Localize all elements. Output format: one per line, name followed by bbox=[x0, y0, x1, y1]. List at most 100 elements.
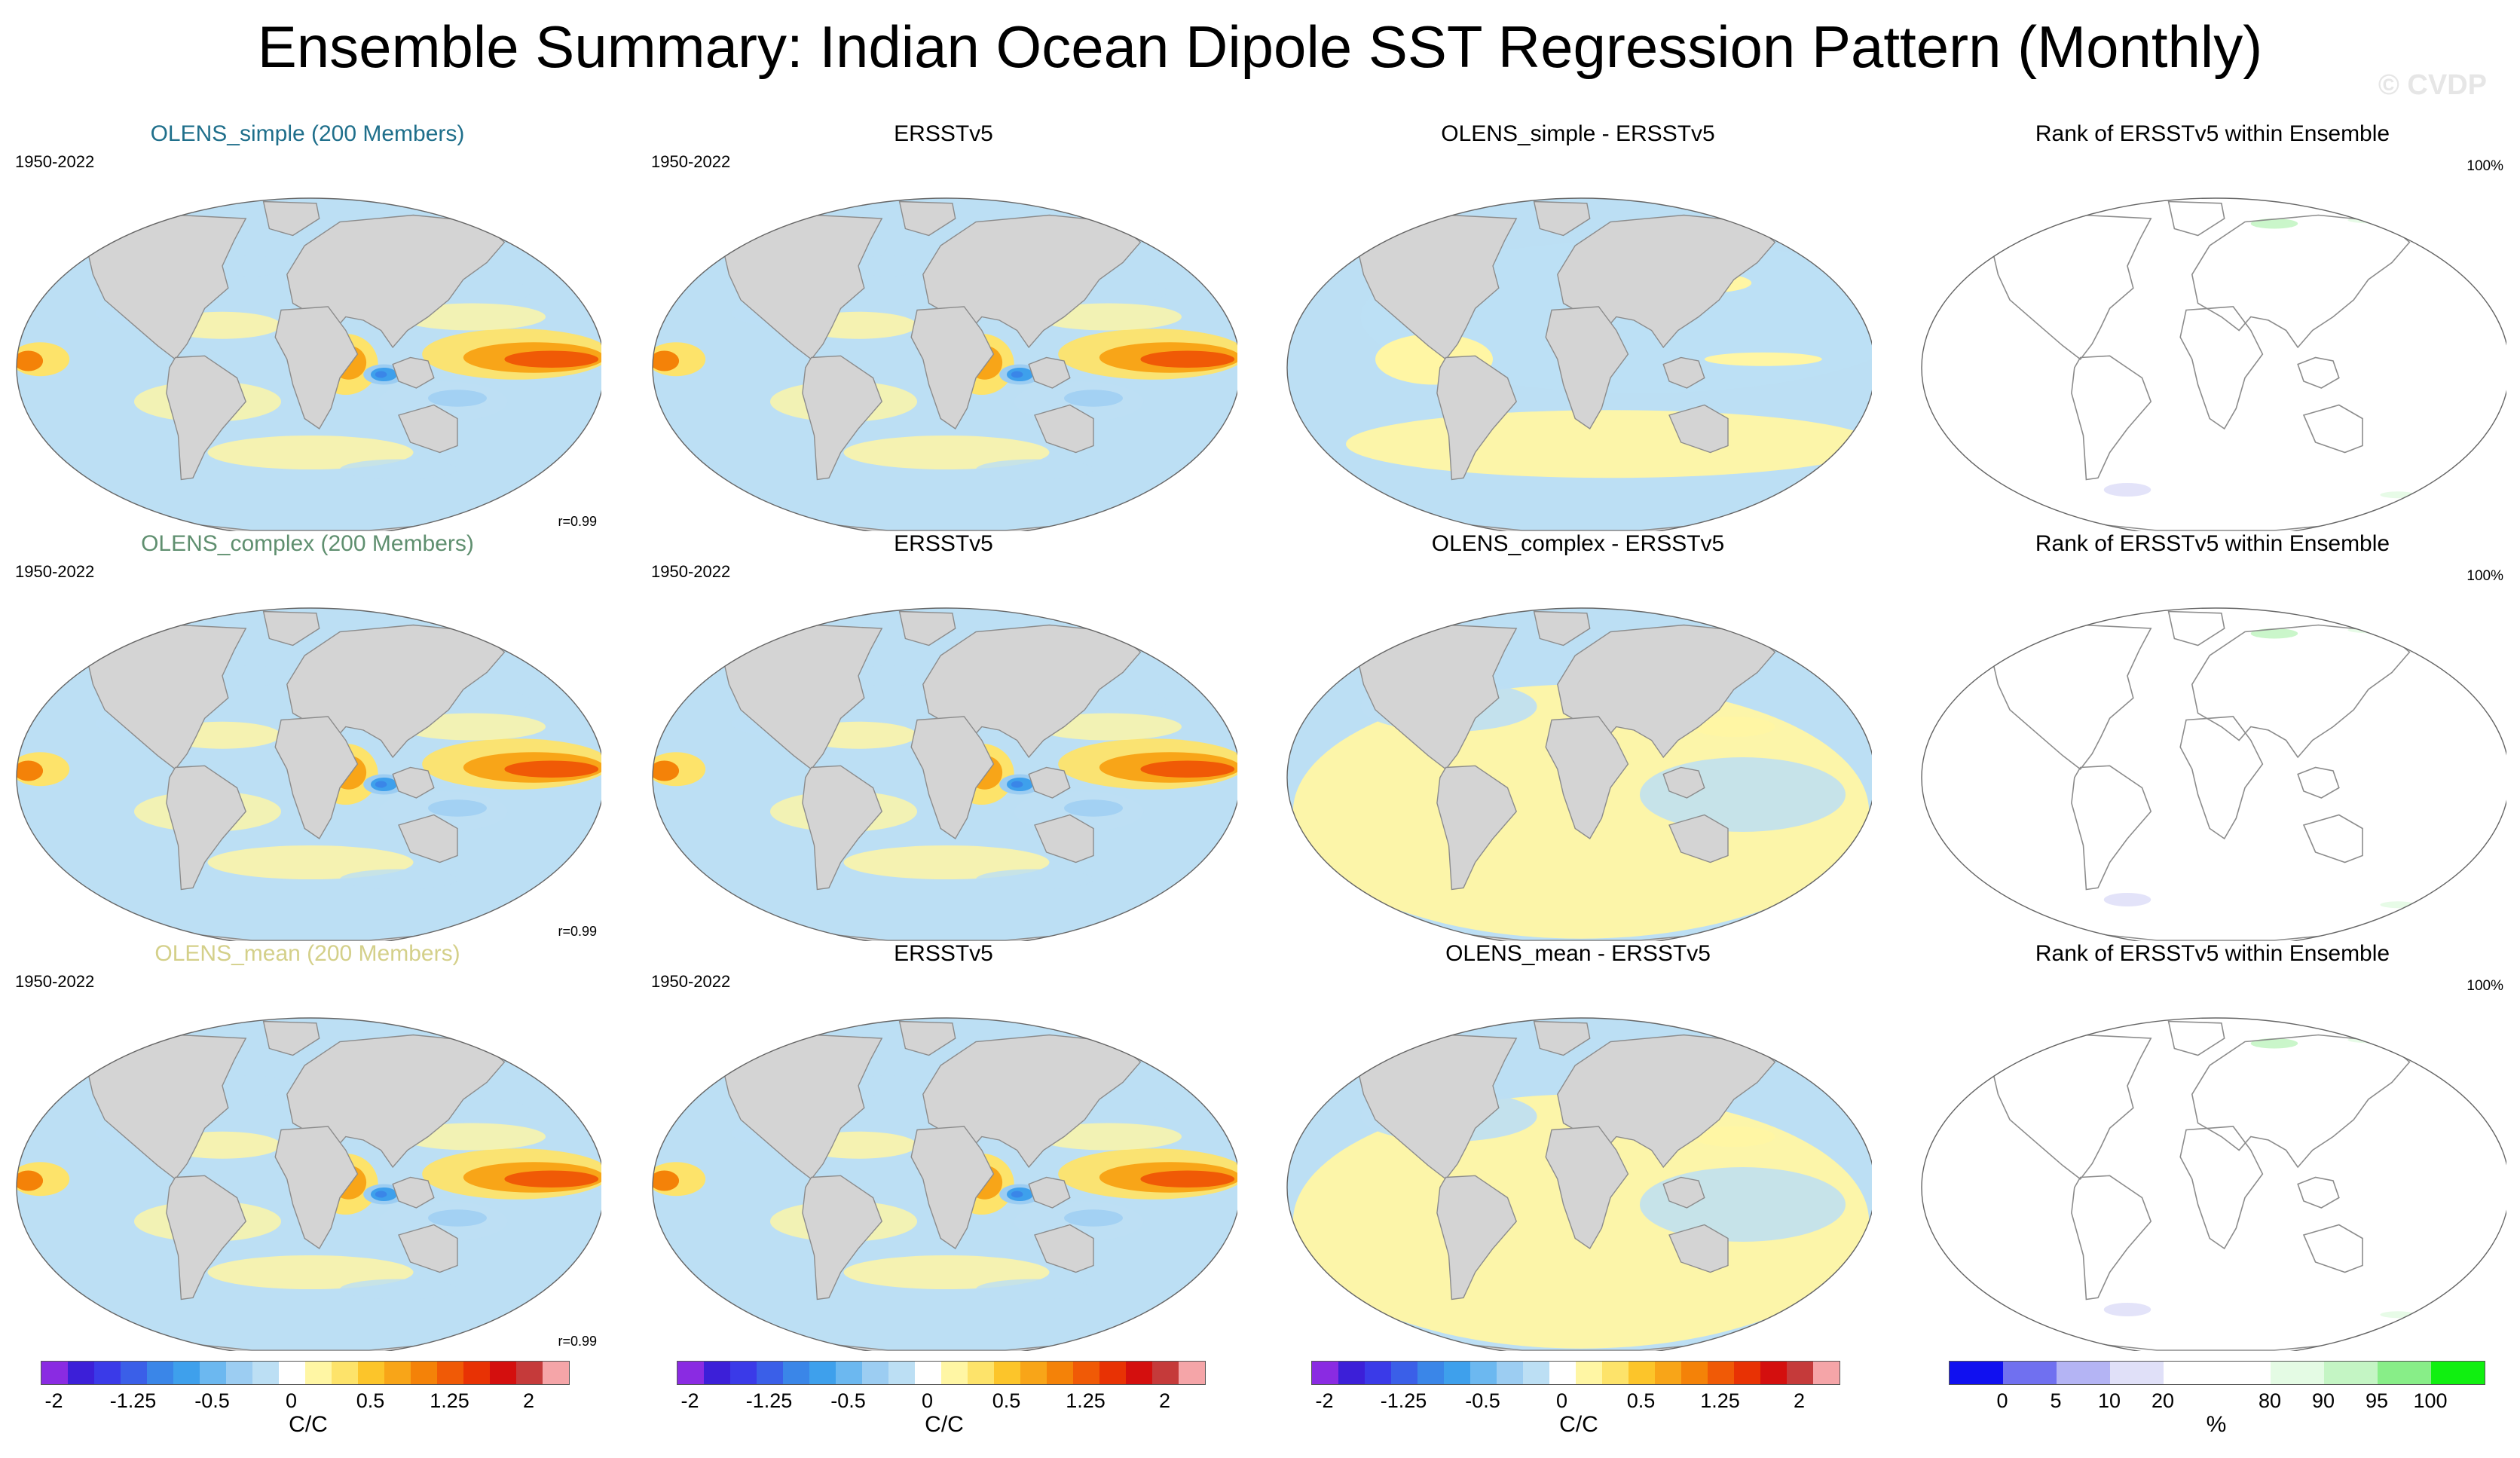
land-eurasia bbox=[2191, 624, 2411, 759]
land-africa bbox=[274, 306, 359, 430]
sst-anomaly-patch bbox=[428, 799, 487, 817]
colorbar-box bbox=[358, 1362, 384, 1384]
land-maritime bbox=[1028, 1176, 1071, 1209]
land-namerica bbox=[1991, 624, 2152, 770]
colorbar-box bbox=[279, 1362, 305, 1384]
sst-anomaly-patch bbox=[653, 760, 680, 781]
land-eurasia bbox=[286, 624, 506, 759]
map-panel-p11: ERSSTv5 1950-2022 bbox=[650, 530, 1237, 941]
panel-title: OLENS_simple - ERSSTv5 bbox=[1441, 121, 1715, 146]
sst-anomaly-patch bbox=[504, 760, 599, 778]
colorbar-tick-label: -2 bbox=[1315, 1389, 1334, 1412]
land-samerica bbox=[166, 355, 247, 481]
land-africa bbox=[274, 1126, 359, 1250]
land-samerica bbox=[2071, 1175, 2152, 1301]
panel-title: OLENS_simple (200 Members) bbox=[150, 121, 465, 146]
period-label: 1950-2022 bbox=[15, 972, 95, 991]
land-africa bbox=[910, 1126, 995, 1250]
colorbar-box bbox=[1470, 1362, 1497, 1384]
sst-anomaly-patch bbox=[1693, 1126, 1775, 1147]
sst-anomaly-patch bbox=[375, 781, 387, 788]
colorbar-unit: % bbox=[2206, 1412, 2227, 1437]
land-namerica bbox=[86, 214, 247, 360]
land-australia bbox=[2302, 814, 2363, 863]
land-samerica bbox=[166, 765, 247, 891]
land-eurasia bbox=[286, 1034, 506, 1169]
land-namerica bbox=[1991, 214, 2152, 360]
sst-anomaly-patch bbox=[216, 1075, 287, 1096]
map-panel-p21: ERSSTv5 1950-2022 bbox=[650, 940, 1237, 1351]
colorbar-box bbox=[2057, 1362, 2110, 1384]
land-samerica bbox=[802, 765, 883, 891]
land-australia bbox=[1034, 1224, 1094, 1273]
colorbar-box bbox=[1734, 1362, 1760, 1384]
land-samerica bbox=[1436, 1175, 1518, 1301]
colorbar-box bbox=[1391, 1362, 1418, 1384]
colorbar-box bbox=[1708, 1362, 1734, 1384]
panel-title: ERSSTv5 bbox=[894, 531, 993, 556]
land-africa bbox=[2179, 306, 2264, 430]
colorbar-tick-label: 0 bbox=[285, 1389, 298, 1412]
colorbar-tick-label: 0.5 bbox=[1626, 1389, 1656, 1412]
sst-anomaly-patch bbox=[1640, 1167, 1846, 1242]
correlation-label: r=0.99 bbox=[558, 924, 597, 939]
land-samerica bbox=[2071, 765, 2152, 891]
map-p23 bbox=[1921, 1017, 2506, 1351]
land-maritime bbox=[1028, 356, 1071, 389]
land-maritime bbox=[1028, 766, 1071, 799]
colorbar-tick-label: -0.5 bbox=[830, 1389, 866, 1412]
colorbar-box bbox=[226, 1362, 252, 1384]
land-maritime bbox=[2297, 356, 2340, 389]
map-panel-p03: Rank of ERSSTv5 within Ensemble 100% bbox=[1919, 121, 2506, 531]
colorbar-tick-label: 95 bbox=[2365, 1389, 2389, 1412]
colorbar-box bbox=[1629, 1362, 1655, 1384]
colorbar-tick-label: -0.5 bbox=[194, 1389, 230, 1412]
colorbar-box bbox=[384, 1362, 411, 1384]
panel-title: Rank of ERSSTv5 within Ensemble bbox=[2035, 531, 2390, 556]
land-africa bbox=[1545, 716, 1629, 840]
colorbar-tick-label: 10 bbox=[2097, 1389, 2121, 1412]
sst-anomaly-patch bbox=[2250, 1038, 2298, 1049]
colorbar-box bbox=[2110, 1362, 2164, 1384]
land-africa bbox=[274, 716, 359, 840]
panel-title: ERSSTv5 bbox=[894, 941, 993, 966]
colorbar-tick-label: 2 bbox=[522, 1389, 535, 1412]
land-samerica bbox=[1436, 355, 1518, 481]
cvdp-watermark: © CVDP bbox=[2378, 69, 2487, 101]
map-panel-p00: OLENS_simple (200 Members) 1950-2022 r=0.9… bbox=[14, 121, 601, 531]
colorbar-box bbox=[1338, 1362, 1365, 1384]
colorbar-unit: C/C bbox=[289, 1412, 328, 1437]
colorbar-box bbox=[2324, 1362, 2378, 1384]
map-panel-p20: OLENS_mean (200 Members) 1950-2022 r=0.99 bbox=[14, 940, 601, 1351]
colorbar-tick-label: 1.25 bbox=[1066, 1389, 1106, 1412]
colorbar-box bbox=[915, 1362, 941, 1384]
sst-anomaly-patch bbox=[207, 436, 414, 469]
sst-anomaly-patch bbox=[1078, 280, 1167, 304]
colorbar-box bbox=[490, 1362, 516, 1384]
map-p21 bbox=[652, 1017, 1237, 1351]
sst-anomaly-patch bbox=[2103, 483, 2151, 497]
land-namerica bbox=[1356, 214, 1518, 360]
colorbar-box bbox=[173, 1362, 200, 1384]
colorbar-tick-label: 2 bbox=[1158, 1389, 1171, 1412]
colorbar-box bbox=[862, 1362, 888, 1384]
land-eurasia bbox=[922, 624, 1142, 759]
land-maritime bbox=[1662, 1176, 1705, 1209]
colorbar-tick-label: -2 bbox=[680, 1389, 699, 1412]
land-australia bbox=[398, 1224, 458, 1273]
correlation-label: r=0.99 bbox=[558, 514, 597, 529]
colorbar-box bbox=[1444, 1362, 1470, 1384]
sst-anomaly-patch bbox=[852, 255, 923, 277]
sst-anomaly-patch bbox=[504, 1170, 599, 1187]
colorbar-tick-label: 0.5 bbox=[992, 1389, 1021, 1412]
land-greenland bbox=[898, 610, 956, 646]
land-greenland bbox=[1533, 1020, 1591, 1056]
land-australia bbox=[1034, 404, 1094, 454]
land-eurasia bbox=[1557, 1034, 1776, 1169]
colorbar-box bbox=[2003, 1362, 2057, 1384]
map-p00 bbox=[16, 197, 601, 531]
colorbar-tick-label: 100 bbox=[2413, 1389, 2448, 1412]
sst-anomaly-patch bbox=[2347, 626, 2407, 634]
sst-anomaly-patch bbox=[428, 390, 487, 407]
panel-title: ERSSTv5 bbox=[894, 121, 993, 146]
